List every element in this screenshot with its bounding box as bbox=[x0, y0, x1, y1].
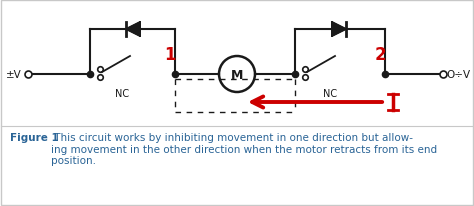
Text: 1: 1 bbox=[164, 46, 176, 64]
Polygon shape bbox=[126, 23, 140, 37]
Text: This circuit works by inhibiting movement in one direction but allow-
ing moveme: This circuit works by inhibiting movemen… bbox=[51, 132, 437, 165]
Text: 2: 2 bbox=[374, 46, 386, 64]
Text: O÷V: O÷V bbox=[446, 70, 470, 80]
Text: ±V: ±V bbox=[6, 70, 22, 80]
Text: NC: NC bbox=[323, 89, 337, 98]
Polygon shape bbox=[332, 23, 346, 37]
Text: M: M bbox=[231, 69, 243, 82]
Text: Figure 1: Figure 1 bbox=[10, 132, 59, 142]
Text: NC: NC bbox=[115, 89, 129, 98]
